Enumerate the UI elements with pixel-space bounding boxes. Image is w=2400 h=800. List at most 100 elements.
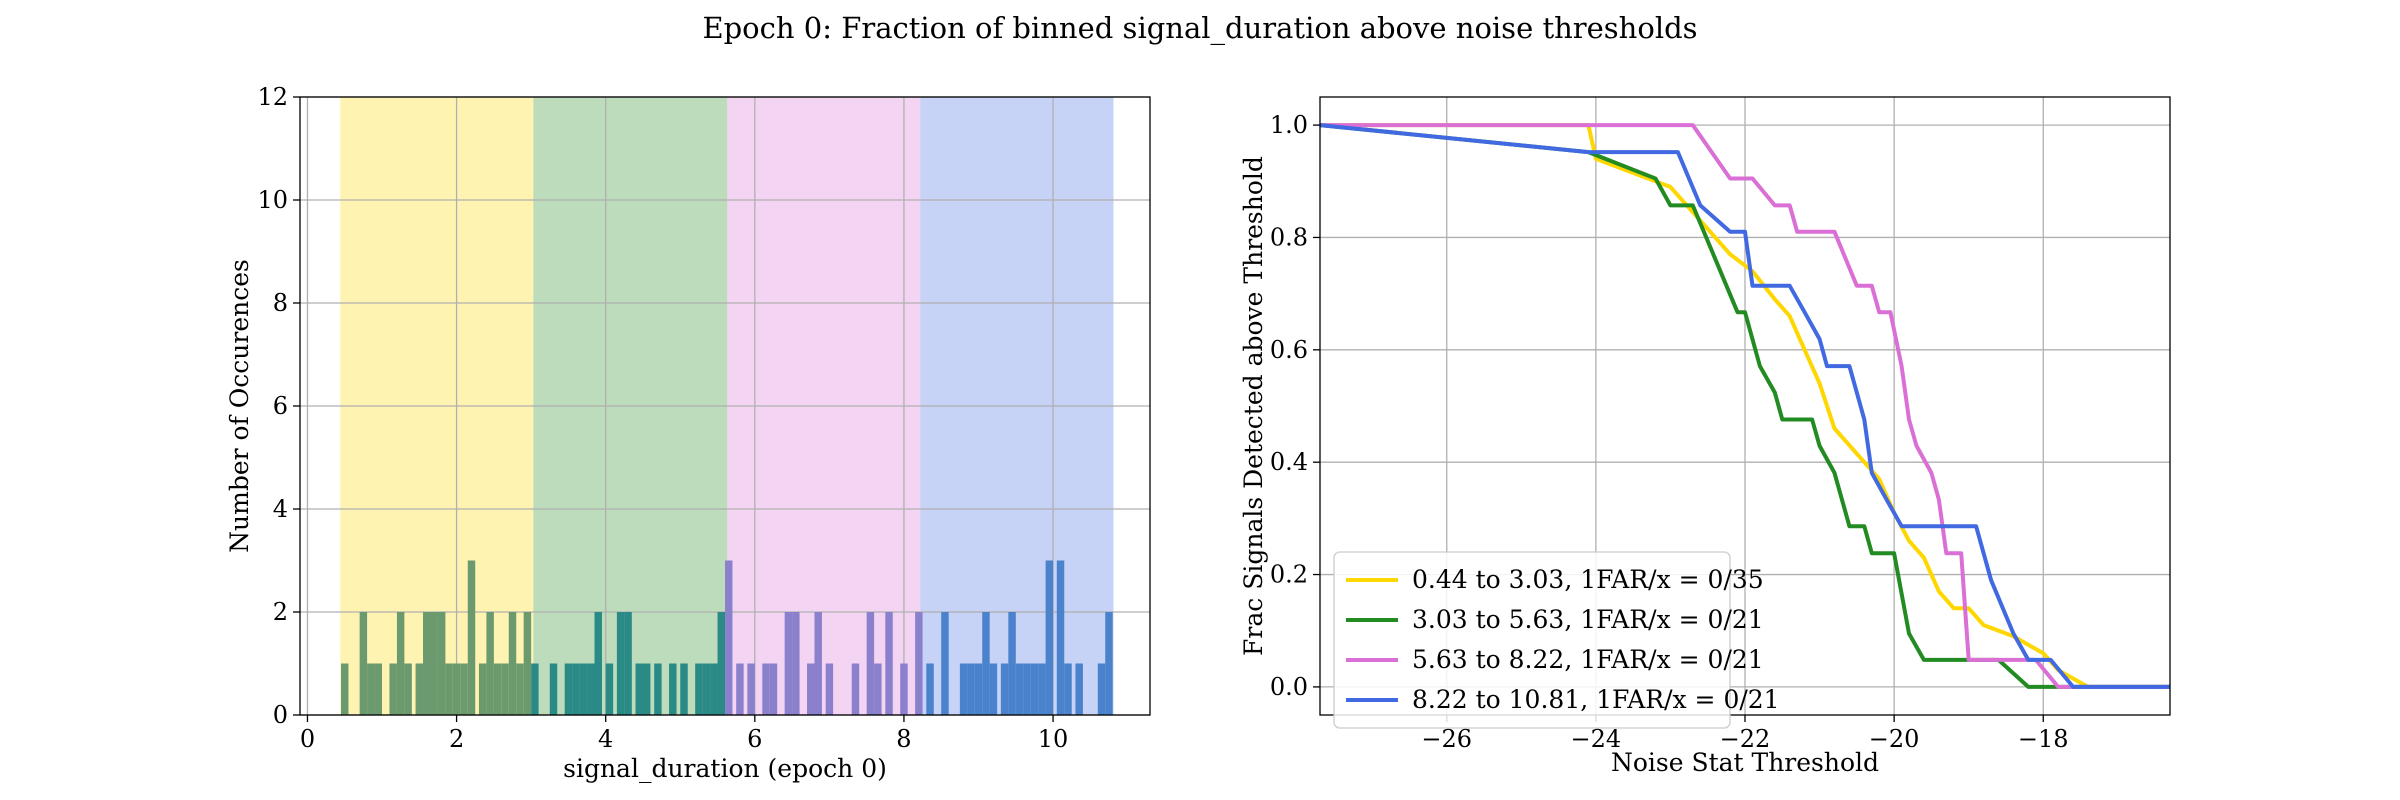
histogram-bar [460,663,468,715]
histogram-bar [866,612,875,715]
histogram-bar [616,612,625,715]
histogram-bar [396,612,405,715]
histogram-bar [1045,560,1054,715]
histogram-bar [982,612,990,715]
y-tick-label: 8 [273,289,288,317]
histogram-bars [341,560,1113,715]
histogram-bar [341,663,349,715]
y-tick-label: 1.0 [1270,111,1308,139]
x-tick-label: 6 [747,725,762,753]
histogram-bar [605,663,614,715]
histogram-bar [624,612,632,715]
histogram-y-axis-label: Number of Occurences [225,259,254,553]
histogram-bar [747,663,755,715]
legend-entry-0: 0.44 to 3.03, 1FAR/x = 0/35 [1412,565,1764,594]
line-chart-series [1319,123,2170,689]
histogram-bar [564,663,573,715]
histogram-bar [926,663,934,715]
histogram-bar [1105,612,1113,715]
histogram-bar [486,612,494,715]
histogram-bar [549,663,558,715]
histogram-bar [792,612,800,715]
histogram-bar [642,663,651,715]
histogram-bar [1000,663,1009,715]
y-tick-label: 0.4 [1270,448,1308,476]
histogram-bar [437,612,446,715]
histogram-bar [389,663,397,715]
histogram-bar [680,663,688,715]
histogram-bar [531,663,539,715]
x-tick-label: −18 [2018,725,2069,753]
histogram-bar [374,663,383,715]
histogram-bar [814,612,822,715]
histogram-bar [669,663,677,715]
line-chart-x-axis-label: Noise Stat Threshold [1611,748,1879,777]
histogram-bar [478,663,487,715]
histogram-bar [851,663,860,715]
x-tick-label: −22 [1720,725,1771,753]
histogram-bar [967,663,975,715]
y-tick-label: 10 [257,186,288,214]
histogram-bar [1008,612,1016,715]
histogram-bar [1015,663,1024,715]
histogram-bar [452,663,461,715]
y-tick-label: 0.2 [1270,561,1308,589]
histogram-bar [467,560,476,715]
y-tick-label: 2 [273,598,288,626]
histogram-bar [702,663,711,715]
y-tick-label: 0 [273,701,288,729]
x-tick-label: 4 [598,725,613,753]
histogram-bar [1038,663,1046,715]
x-tick-label: −24 [1571,725,1622,753]
legend-entry-2: 5.63 to 8.22, 1FAR/x = 0/21 [1412,645,1764,674]
legend-entry-1: 3.03 to 5.63, 1FAR/x = 0/21 [1412,605,1764,634]
x-tick-label: −26 [1421,725,1472,753]
histogram-bar [523,612,532,715]
histogram-bar [717,612,725,715]
histogram-bar [959,663,968,715]
histogram-bar [587,663,595,715]
histogram-y-ticks: 0 2 4 6 8 10 12 [257,83,300,729]
histogram-x-axis-label: signal_duration (epoch 0) [563,754,887,783]
histogram-bar [415,663,424,715]
y-tick-label: 12 [257,83,288,111]
line-chart-y-axis-label: Frac Signals Detected above Threshold [1239,156,1268,656]
histogram-bar [594,612,602,715]
histogram-bar [423,612,431,715]
x-tick-label: 2 [449,725,464,753]
histogram-bar [769,663,778,715]
histogram-bar [974,663,983,715]
histogram-bar [367,663,375,715]
line-chart-panel: −26 −24 −22 −20 −18 0.0 0.2 0.4 0.6 0.8 1.0 Noise… [1239,96,2171,777]
histogram-bar [1097,663,1106,715]
histogram-bar [710,663,718,715]
histogram-bar [989,663,998,715]
histogram-bar [654,663,662,715]
histogram-bar [404,663,412,715]
histogram-panel: 0 2 4 6 8 10 0 2 4 6 8 10 12 signal_duration (epoch… [225,83,1151,783]
series-line-2 [1320,123,2170,689]
histogram-bar [1075,663,1083,715]
y-tick-label: 0.6 [1270,336,1308,364]
histogram-x-ticks: 0 2 4 6 8 10 [300,715,1069,753]
x-tick-label: −20 [1869,725,1920,753]
histogram-bar [1056,560,1065,715]
line-chart-grid [1320,97,2170,715]
figure-title: Epoch 0: Fraction of binned signal_durat… [702,11,1697,46]
histogram-bar [493,663,502,715]
histogram-bar [874,663,882,715]
histogram-bar [1023,663,1031,715]
histogram-bar [900,663,908,715]
histogram-bar [695,663,703,715]
line-chart-x-ticks: −26 −24 −22 −20 −18 [1421,715,2069,753]
legend-box [1333,551,1731,729]
line-chart-y-ticks: 0.0 0.2 0.4 0.6 0.8 1.0 [1270,111,1320,701]
line-chart-legend: 0.44 to 3.03, 1FAR/x = 0/35 3.03 to 5.63,… [1333,551,1780,729]
series-line-3 [1319,123,2170,689]
x-tick-label: 10 [1038,725,1069,753]
x-tick-label: 0 [300,725,315,753]
histogram-bar [941,612,949,715]
histogram-bar [762,663,770,715]
